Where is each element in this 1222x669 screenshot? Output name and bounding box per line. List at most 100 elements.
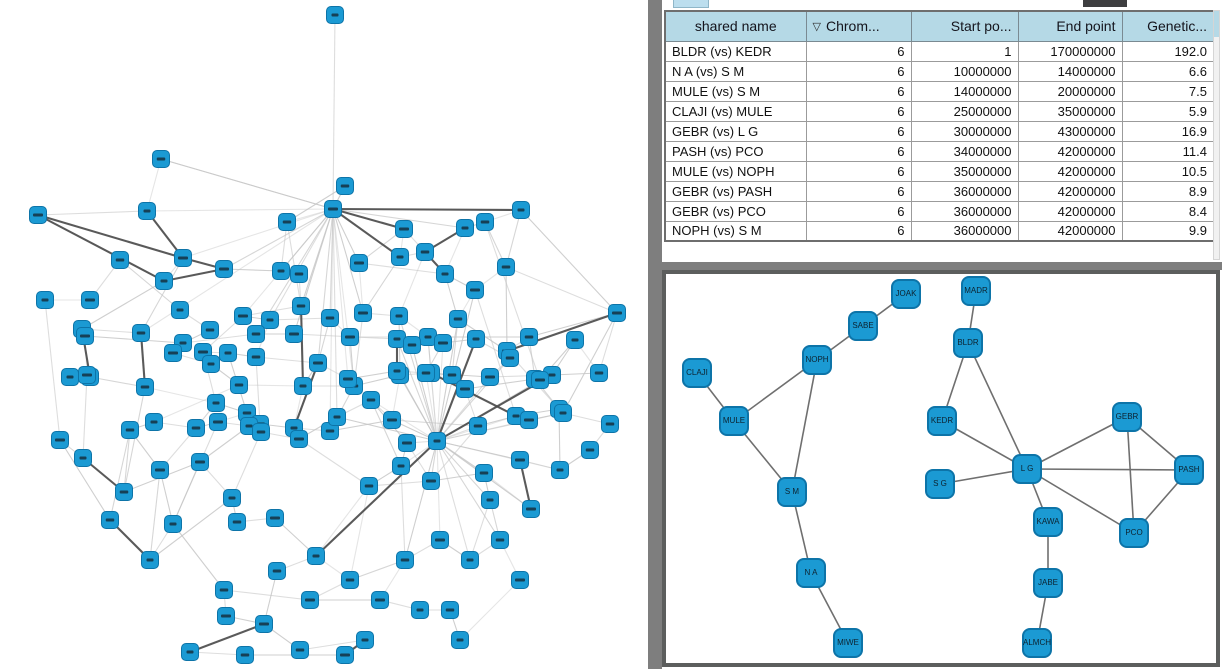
network-node[interactable] <box>428 432 446 450</box>
table-row[interactable]: GEBR (vs) PASH 6 36000000 42000000 8.9 <box>664 180 1215 202</box>
network-node[interactable] <box>164 344 182 362</box>
network-node[interactable] <box>155 272 173 290</box>
network-node[interactable] <box>392 457 410 475</box>
column-header-start-po-[interactable]: Start po... <box>910 10 1019 42</box>
network-node[interactable] <box>469 417 487 435</box>
subnetwork-node-claji[interactable]: CLAJI <box>682 358 712 388</box>
subnetwork-node-pash[interactable]: PASH <box>1174 455 1204 485</box>
subnetwork-node-pco[interactable]: PCO <box>1119 518 1149 548</box>
network-node[interactable] <box>434 334 452 352</box>
network-node[interactable] <box>419 328 437 346</box>
network-node[interactable] <box>388 330 406 348</box>
network-node[interactable] <box>215 581 233 599</box>
network-node[interactable] <box>294 377 312 395</box>
network-node[interactable] <box>601 415 619 433</box>
network-node[interactable] <box>291 641 309 659</box>
network-node[interactable] <box>449 310 467 328</box>
network-node[interactable] <box>121 421 139 439</box>
table-row[interactable]: N A (vs) S M 6 10000000 14000000 6.6 <box>664 60 1215 82</box>
network-node[interactable] <box>223 489 241 507</box>
column-header-chrom-[interactable]: ▽ Chrom... <box>805 10 912 42</box>
network-node[interactable] <box>187 419 205 437</box>
network-node[interactable] <box>326 6 344 24</box>
network-node[interactable] <box>441 601 459 619</box>
network-node[interactable] <box>138 202 156 220</box>
network-node[interactable] <box>511 451 529 469</box>
network-node[interactable] <box>164 515 182 533</box>
table-tab-fragment[interactable] <box>673 0 709 8</box>
subnetwork-node-jabe[interactable]: JABE <box>1033 568 1063 598</box>
network-node[interactable] <box>141 551 159 569</box>
network-node[interactable] <box>403 336 421 354</box>
network-node[interactable] <box>247 348 265 366</box>
network-node[interactable] <box>207 394 225 412</box>
network-node[interactable] <box>466 281 484 299</box>
network-node[interactable] <box>234 307 252 325</box>
network-node[interactable] <box>181 643 199 661</box>
network-node[interactable] <box>336 646 354 664</box>
network-node[interactable] <box>81 291 99 309</box>
network-node[interactable] <box>451 631 469 649</box>
network-node[interactable] <box>411 601 429 619</box>
network-node[interactable] <box>354 304 372 322</box>
network-node[interactable] <box>341 328 359 346</box>
network-node[interactable] <box>608 304 626 322</box>
network-node[interactable] <box>398 434 416 452</box>
network-node[interactable] <box>497 258 515 276</box>
network-node[interactable] <box>191 453 209 471</box>
network-node[interactable] <box>356 631 374 649</box>
subnetwork-node-joak[interactable]: JOAK <box>891 279 921 309</box>
network-node[interactable] <box>252 423 270 441</box>
network-node[interactable] <box>362 391 380 409</box>
network-node[interactable] <box>76 327 94 345</box>
network-node[interactable] <box>309 354 327 372</box>
network-node[interactable] <box>512 201 530 219</box>
table-row[interactable]: NOPH (vs) S M 6 36000000 42000000 9.9 <box>664 220 1215 242</box>
network-node[interactable] <box>590 364 608 382</box>
table-row[interactable]: MULE (vs) NOPH 6 35000000 42000000 10.5 <box>664 160 1215 182</box>
network-node[interactable] <box>202 355 220 373</box>
subnetwork-node-mule[interactable]: MULE <box>719 406 749 436</box>
network-node[interactable] <box>416 243 434 261</box>
network-node[interactable] <box>371 591 389 609</box>
network-node[interactable] <box>456 219 474 237</box>
network-node[interactable] <box>115 483 133 501</box>
network-node[interactable] <box>152 150 170 168</box>
subnetwork-node-gebr[interactable]: GEBR <box>1112 402 1142 432</box>
subnetwork-node-kawa[interactable]: KAWA <box>1033 507 1063 537</box>
network-node[interactable] <box>285 325 303 343</box>
network-node[interactable] <box>531 371 549 389</box>
network-node[interactable] <box>522 500 540 518</box>
network-node[interactable] <box>215 260 233 278</box>
network-node[interactable] <box>111 251 129 269</box>
network-node[interactable] <box>581 441 599 459</box>
table-row[interactable]: BLDR (vs) KEDR 6 1 170000000 192.0 <box>664 40 1215 62</box>
horizontal-panel-divider[interactable] <box>662 262 1222 270</box>
network-node[interactable] <box>467 330 485 348</box>
network-node[interactable] <box>290 265 308 283</box>
column-header-end-point[interactable]: End point <box>1017 10 1123 42</box>
network-node[interactable] <box>388 362 406 380</box>
network-node[interactable] <box>328 408 346 426</box>
network-node[interactable] <box>481 368 499 386</box>
network-node[interactable] <box>321 309 339 327</box>
network-node[interactable] <box>219 344 237 362</box>
network-node[interactable] <box>209 413 227 431</box>
network-node[interactable] <box>336 177 354 195</box>
subnetwork-node-sabe[interactable]: SABE <box>848 311 878 341</box>
toolbar-tab-fragment[interactable] <box>1083 0 1127 7</box>
network-node[interactable] <box>278 213 296 231</box>
network-node[interactable] <box>324 200 342 218</box>
table-row[interactable]: MULE (vs) S M 6 14000000 20000000 7.5 <box>664 80 1215 102</box>
main-network-panel[interactable] <box>0 0 650 669</box>
network-node[interactable] <box>396 551 414 569</box>
network-node[interactable] <box>136 378 154 396</box>
network-node[interactable] <box>292 297 310 315</box>
table-scrollbar[interactable] <box>1213 10 1220 260</box>
column-header-genetic-[interactable]: Genetic... <box>1121 10 1215 42</box>
network-node[interactable] <box>350 254 368 272</box>
network-node[interactable] <box>383 411 401 429</box>
network-node[interactable] <box>217 607 235 625</box>
network-node[interactable] <box>520 411 538 429</box>
network-node[interactable] <box>461 551 479 569</box>
